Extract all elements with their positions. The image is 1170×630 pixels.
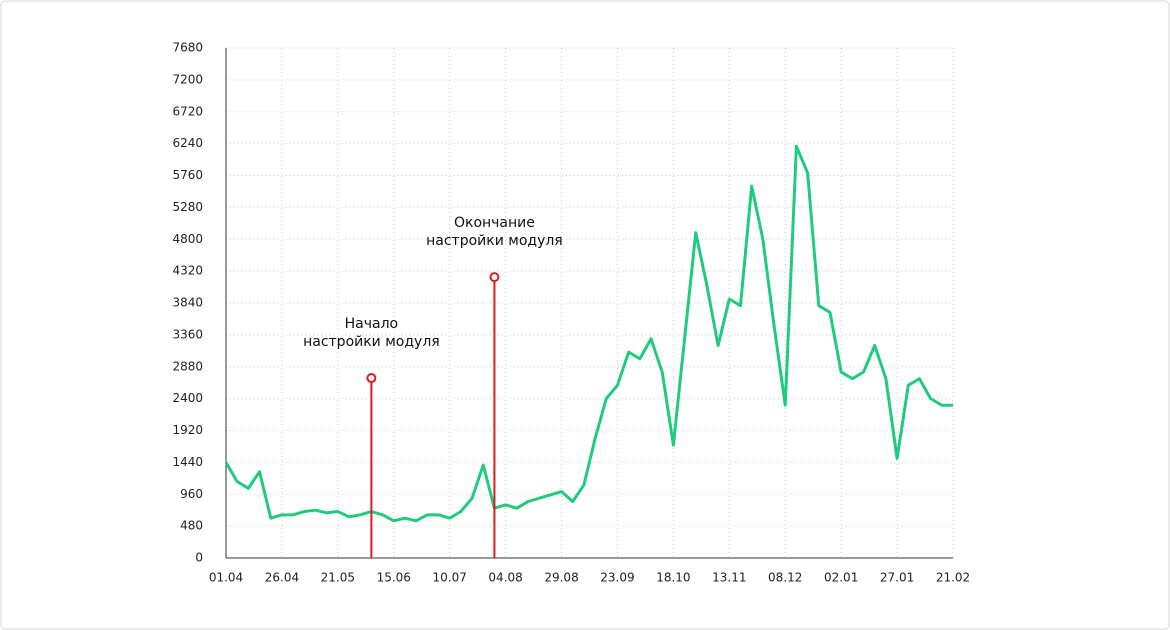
y-tick-label: 2400 bbox=[172, 391, 203, 405]
y-tick-label: 0 bbox=[195, 551, 203, 565]
x-tick-label: 01.04 bbox=[209, 571, 243, 585]
annotation-text: настройки модуля bbox=[303, 334, 440, 350]
x-tick-label: 21.02 bbox=[936, 571, 970, 585]
x-tick-label: 23.09 bbox=[600, 571, 634, 585]
x-tick-label: 04.08 bbox=[488, 571, 522, 585]
x-tick-label: 13.11 bbox=[712, 571, 746, 585]
x-tick-label: 21.05 bbox=[321, 571, 355, 585]
y-tick-label: 960 bbox=[180, 487, 203, 501]
y-tick-label: 6240 bbox=[172, 136, 203, 150]
y-tick-label: 7680 bbox=[172, 41, 203, 55]
x-tick-label: 26.04 bbox=[265, 571, 299, 585]
annotation-text: Окончание bbox=[454, 215, 535, 231]
y-tick-label: 3840 bbox=[172, 296, 203, 310]
y-tick-label: 1920 bbox=[172, 423, 203, 437]
y-tick-label: 7200 bbox=[172, 72, 203, 86]
y-tick-label: 4800 bbox=[172, 232, 203, 246]
x-tick-label: 08.12 bbox=[768, 571, 802, 585]
y-tick-label: 5280 bbox=[172, 200, 203, 214]
y-tick-label: 2880 bbox=[172, 359, 203, 373]
annotation-text: настройки модуля bbox=[426, 233, 563, 249]
y-tick-label: 5760 bbox=[172, 168, 203, 182]
data-line bbox=[224, 144, 953, 523]
x-tick-label: 18.10 bbox=[656, 571, 690, 585]
y-tick-label: 6720 bbox=[172, 104, 203, 118]
annotation-text: Начало bbox=[345, 316, 398, 332]
x-tick-label: 10.07 bbox=[433, 571, 467, 585]
x-tick-label: 29.08 bbox=[544, 571, 578, 585]
x-tick-label: 15.06 bbox=[377, 571, 411, 585]
y-tick-label: 1440 bbox=[172, 455, 203, 469]
x-tick-label: 02.01 bbox=[824, 571, 858, 585]
x-tick-label: 27.01 bbox=[880, 571, 914, 585]
y-tick-label: 480 bbox=[180, 519, 203, 533]
annotation-marker bbox=[489, 272, 500, 283]
y-tick-label: 3360 bbox=[172, 327, 203, 341]
annotation-marker bbox=[366, 373, 377, 384]
y-tick-label: 4320 bbox=[172, 264, 203, 278]
